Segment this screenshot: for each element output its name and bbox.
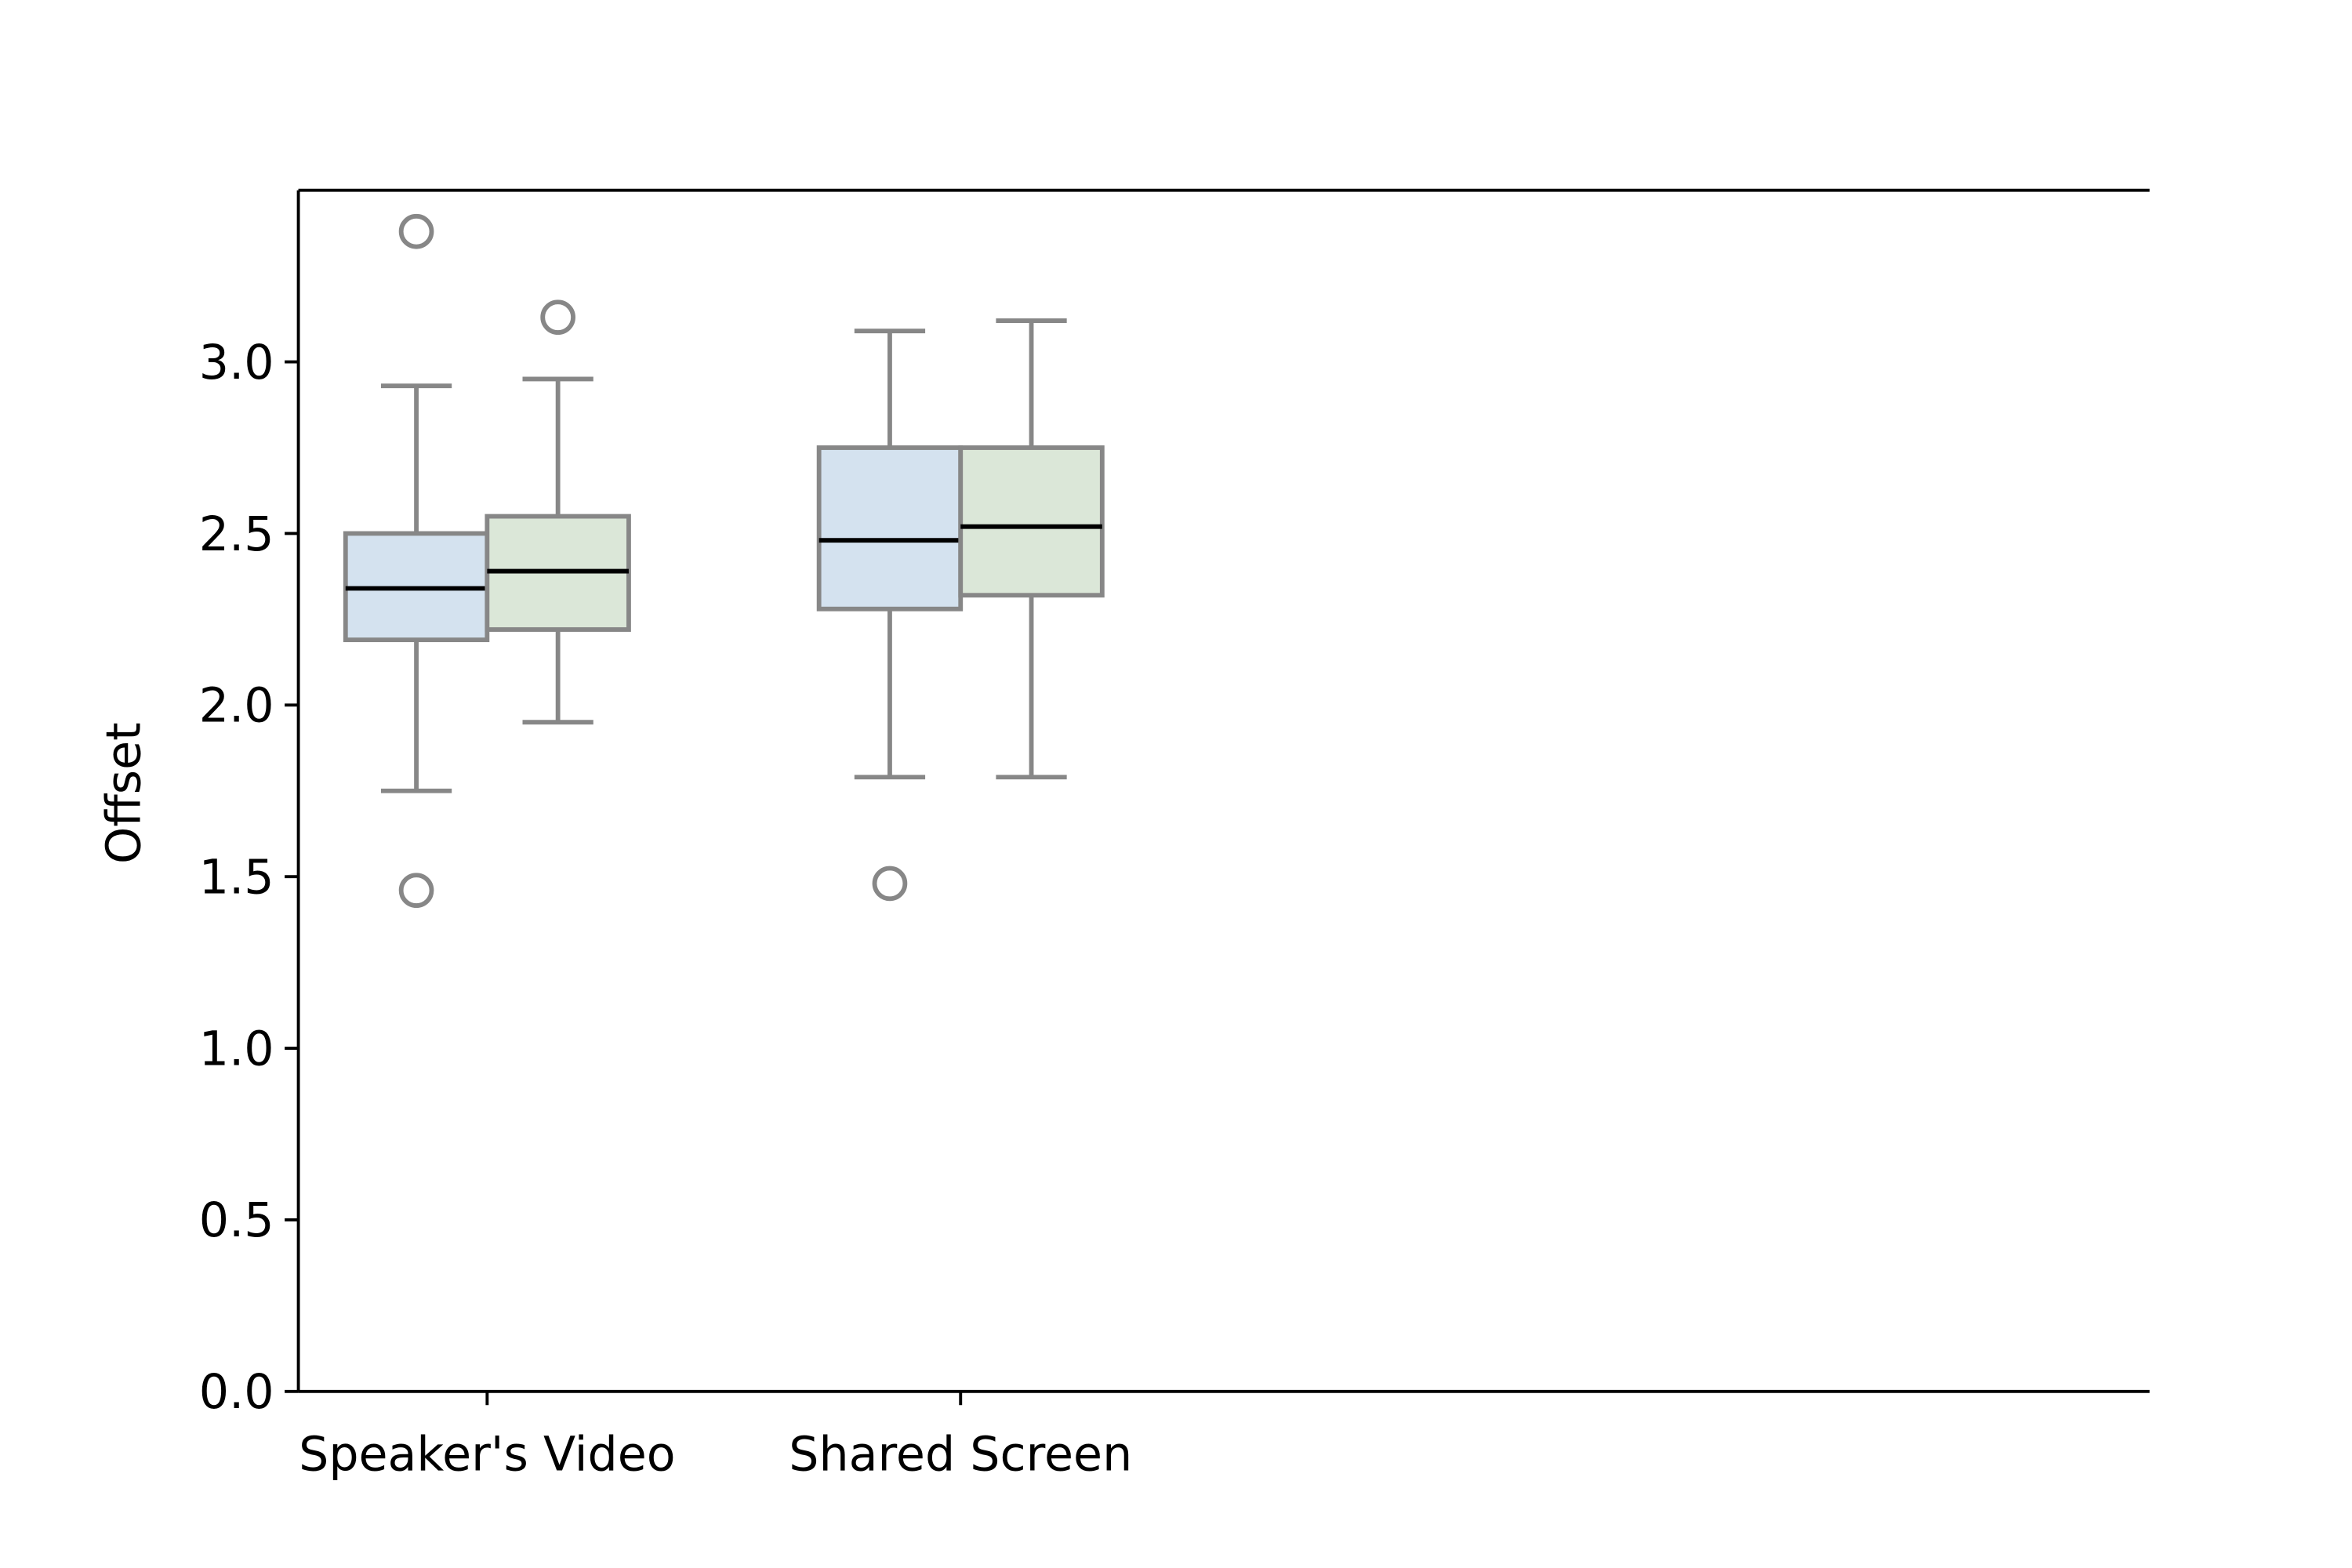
y-tick-label: 3.0: [199, 336, 274, 390]
box-group: [958, 318, 1105, 780]
box-body: [958, 445, 1105, 598]
y-tick-label: 2.0: [199, 679, 274, 734]
y-tick-label: 0.0: [199, 1365, 274, 1420]
box-group: [343, 213, 490, 909]
outlier-point: [398, 873, 434, 909]
y-tick-label: 1.5: [199, 851, 274, 906]
outlier-point: [398, 213, 434, 249]
x-tick-label: Speaker's Video: [299, 1428, 675, 1483]
box-body: [816, 445, 964, 612]
y-ticks: 0.0 0.5 1.0 1.5 2.0 2.5 3.0: [199, 336, 299, 1420]
outlier-point: [872, 866, 908, 902]
axes-layer: [296, 188, 2150, 1393]
y-tick-label: 2.5: [199, 507, 274, 562]
outlier-point: [540, 299, 575, 336]
x-ticks: Speaker's Video Shared Screen: [299, 1391, 1132, 1483]
boxes-layer: [343, 213, 1105, 909]
y-axis-label: Offset: [97, 722, 152, 864]
box-group: [816, 328, 964, 902]
y-tick-label: 0.5: [199, 1193, 274, 1248]
y-tick-label: 1.0: [199, 1022, 274, 1076]
x-tick-label: Shared Screen: [789, 1428, 1132, 1483]
box-group: [485, 299, 631, 725]
